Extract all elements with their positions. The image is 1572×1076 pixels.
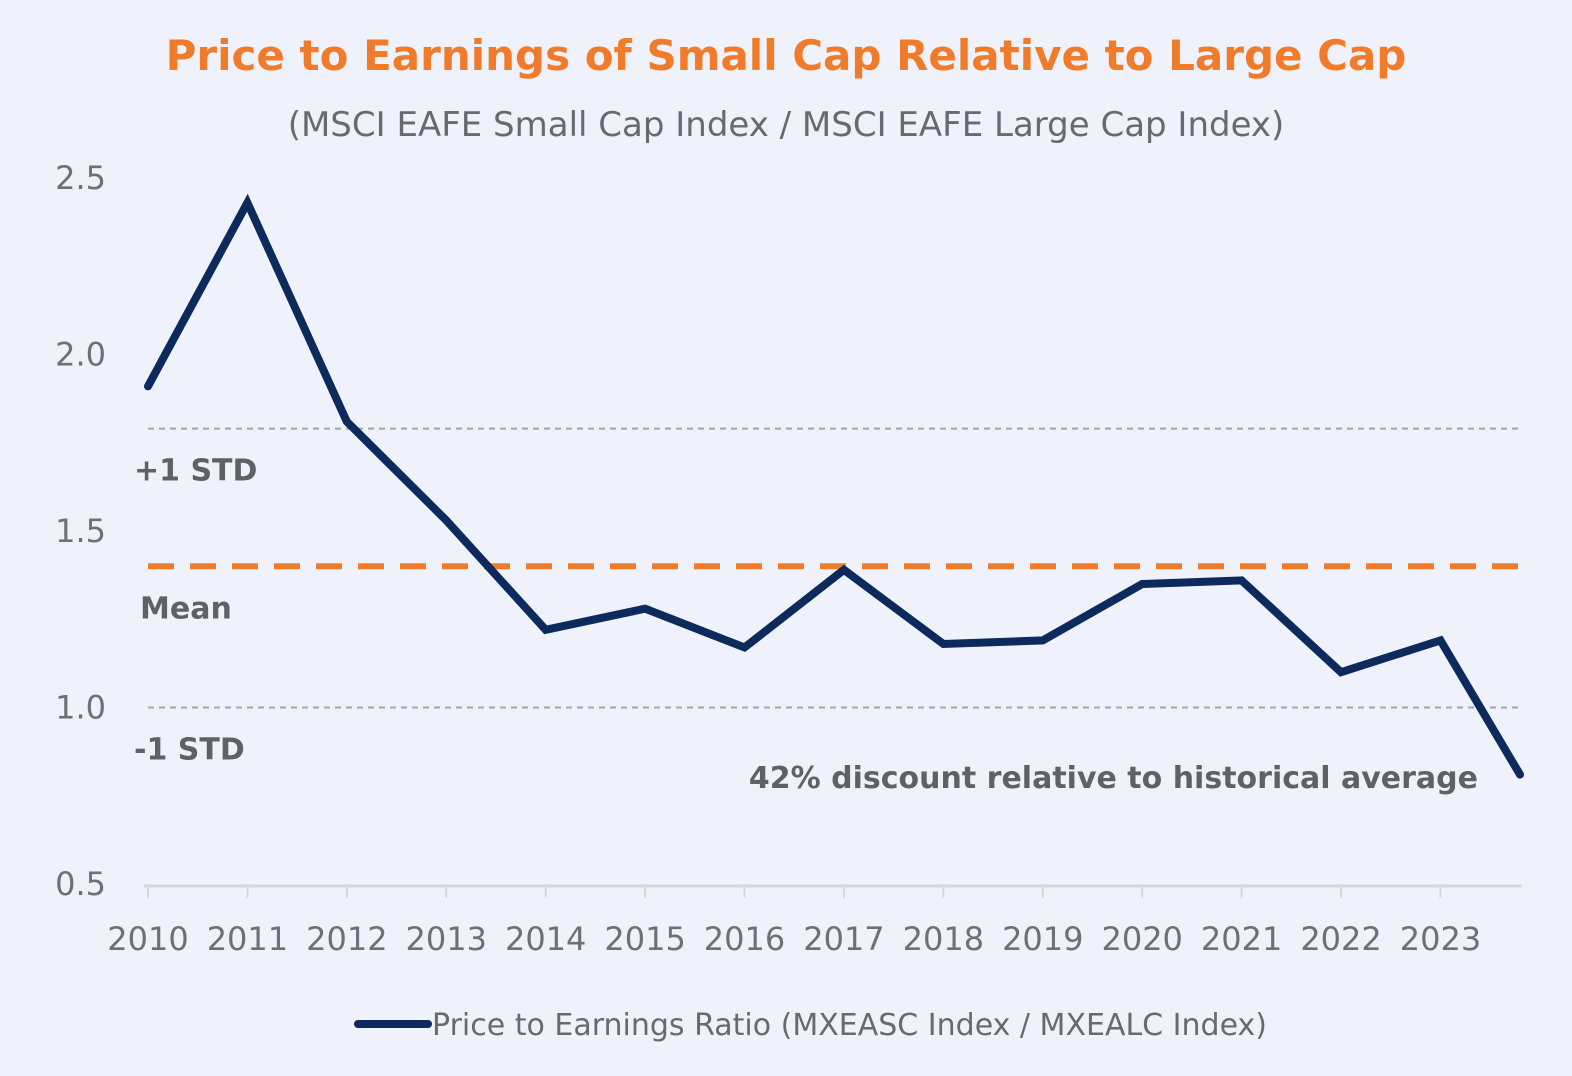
discount-annotation: 42% discount relative to historical aver… bbox=[749, 761, 1478, 796]
x-tick-label: 2022 bbox=[1300, 920, 1381, 958]
x-tick-label: 2020 bbox=[1101, 920, 1182, 958]
x-tick-label: 2013 bbox=[406, 920, 487, 958]
legend: Price to Earnings Ratio (MXEASC Index / … bbox=[354, 1008, 1267, 1043]
x-tick-label: 2010 bbox=[107, 920, 188, 958]
x-tick-label: 2017 bbox=[803, 920, 884, 958]
reference-line-label: +1 STD bbox=[134, 454, 257, 489]
legend-entry-label: Price to Earnings Ratio (MXEASC Index / … bbox=[432, 1008, 1267, 1043]
x-tick-label: 2012 bbox=[306, 920, 387, 958]
x-tick-label: 2014 bbox=[505, 920, 586, 958]
x-tick-label: 2021 bbox=[1201, 920, 1282, 958]
x-tick-label: 2016 bbox=[704, 920, 785, 958]
axes bbox=[144, 884, 1522, 898]
x-tick-label: 2018 bbox=[903, 920, 984, 958]
series-lines bbox=[144, 193, 1524, 779]
chart-subtitle: (MSCI EAFE Small Cap Index / MSCI EAFE L… bbox=[288, 105, 1285, 145]
reference-line-label: Mean bbox=[140, 591, 232, 626]
reference-line-label: -1 STD bbox=[134, 733, 245, 768]
y-tick-label: 0.5 bbox=[55, 865, 106, 903]
series-line bbox=[144, 193, 1524, 779]
y-tick-label: 2.0 bbox=[55, 336, 106, 374]
x-tick-label: 2015 bbox=[604, 920, 685, 958]
x-tick-label: 2023 bbox=[1400, 920, 1481, 958]
reference-lines: +1 STD Mean -1 STD bbox=[134, 427, 1518, 768]
x-tick-label: 2019 bbox=[1002, 920, 1083, 958]
y-tick-label: 1.0 bbox=[55, 689, 106, 727]
y-axis-tick-labels: 2.5 2.0 1.5 1.0 0.5 bbox=[55, 159, 106, 903]
chart-title: Price to Earnings of Small Cap Relative … bbox=[166, 31, 1407, 80]
x-tick-label: 2011 bbox=[207, 920, 288, 958]
y-tick-label: 1.5 bbox=[55, 512, 106, 550]
x-axis-tick-labels: 2010 2011 2012 2013 2014 2015 2016 2017 2018 2019… bbox=[107, 920, 1481, 958]
y-tick-label: 2.5 bbox=[55, 159, 106, 197]
